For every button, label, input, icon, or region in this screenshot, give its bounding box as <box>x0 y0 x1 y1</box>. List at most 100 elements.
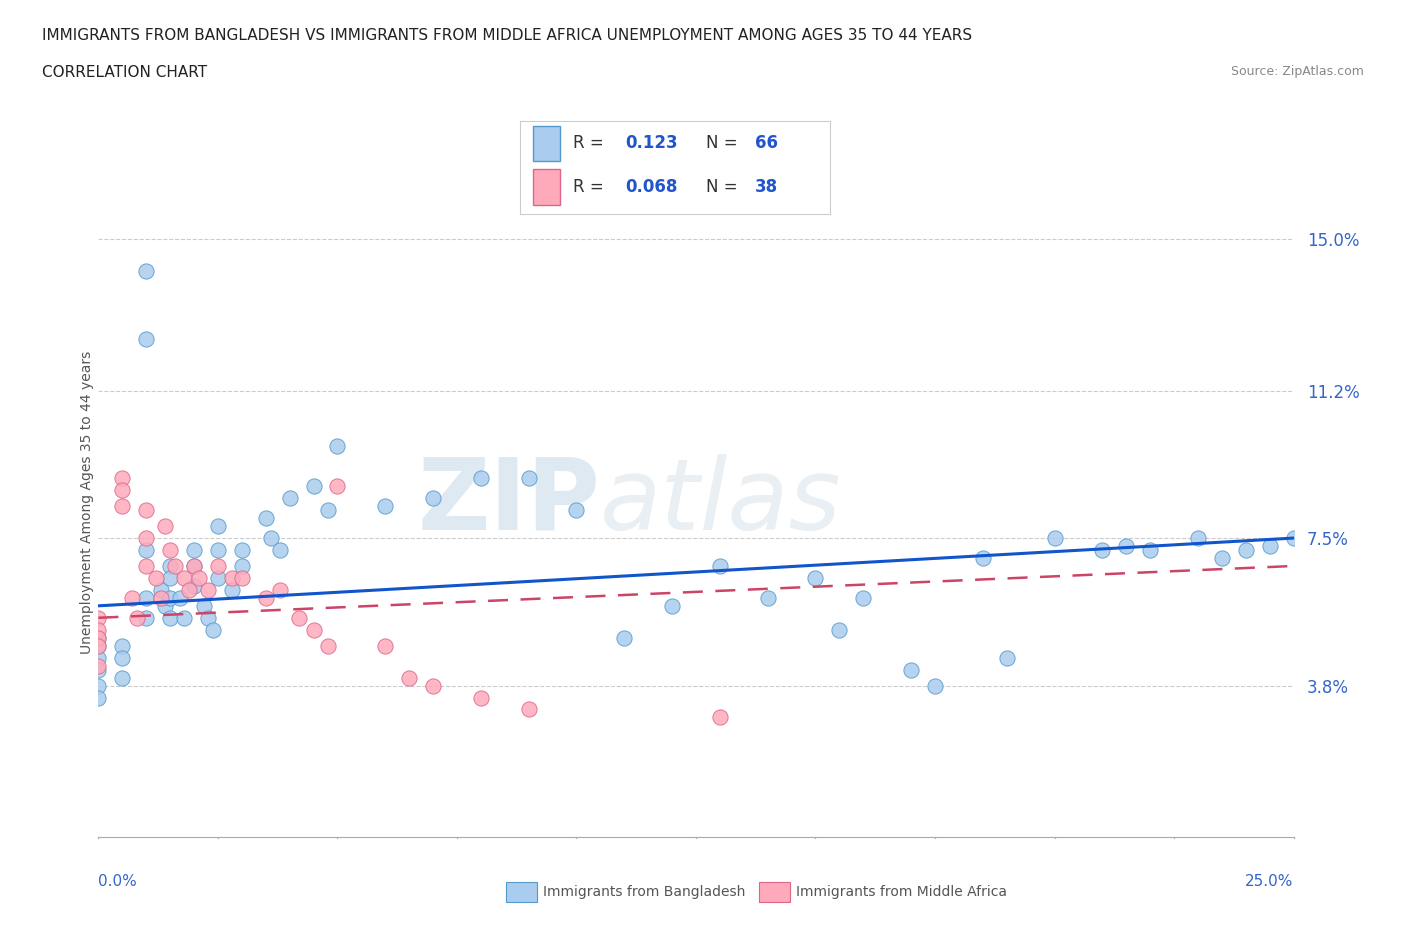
Bar <box>533 169 561 205</box>
Point <box>183 542 205 557</box>
Point <box>207 542 229 557</box>
Point <box>254 511 277 525</box>
Point <box>207 570 229 585</box>
Point <box>852 591 875 605</box>
Point <box>326 439 349 454</box>
Point <box>183 559 205 574</box>
Point <box>231 542 253 557</box>
Point <box>87 638 110 653</box>
Point <box>1115 538 1137 553</box>
Text: atlas: atlas <box>600 454 842 551</box>
Text: Immigrants from Bangladesh: Immigrants from Bangladesh <box>543 884 745 899</box>
Point <box>756 591 779 605</box>
Point <box>470 471 492 485</box>
Point <box>278 491 301 506</box>
Point <box>207 519 229 534</box>
Point <box>661 598 683 613</box>
Text: 66: 66 <box>755 134 779 153</box>
Point <box>155 598 177 613</box>
Point <box>900 662 922 677</box>
Point <box>202 622 225 637</box>
Point <box>804 570 827 585</box>
Text: N =: N = <box>706 178 737 196</box>
Point <box>87 650 110 665</box>
Point <box>111 471 134 485</box>
Point <box>179 582 201 597</box>
Point <box>135 263 157 278</box>
Bar <box>533 126 561 161</box>
Point <box>87 658 110 673</box>
Point <box>183 578 205 593</box>
Text: N =: N = <box>706 134 737 153</box>
Point <box>87 662 110 677</box>
Point <box>613 631 636 645</box>
Point <box>111 671 134 685</box>
Point <box>828 622 851 637</box>
Text: IMMIGRANTS FROM BANGLADESH VS IMMIGRANTS FROM MIDDLE AFRICA UNEMPLOYMENT AMONG A: IMMIGRANTS FROM BANGLADESH VS IMMIGRANTS… <box>42 28 973 43</box>
Point <box>231 570 253 585</box>
Point <box>159 559 181 574</box>
Point <box>374 498 396 513</box>
Point <box>159 542 181 557</box>
Point <box>121 591 143 605</box>
Point <box>163 559 186 574</box>
Point <box>517 471 540 485</box>
Point <box>111 650 134 665</box>
Point <box>422 678 444 693</box>
Point <box>87 631 110 645</box>
Point <box>87 678 110 693</box>
Point <box>316 503 339 518</box>
Point <box>517 702 540 717</box>
Point <box>159 570 181 585</box>
Point <box>135 531 157 546</box>
Point <box>302 622 325 637</box>
Point <box>924 678 946 693</box>
Point <box>254 591 277 605</box>
Point <box>159 591 181 605</box>
Point <box>193 598 215 613</box>
Point <box>197 582 219 597</box>
Point <box>87 622 110 637</box>
Text: Source: ZipAtlas.com: Source: ZipAtlas.com <box>1230 65 1364 78</box>
Y-axis label: Unemployment Among Ages 35 to 44 years: Unemployment Among Ages 35 to 44 years <box>80 351 94 654</box>
Point <box>87 631 110 645</box>
Point <box>173 570 195 585</box>
Point <box>135 610 157 625</box>
Text: Immigrants from Middle Africa: Immigrants from Middle Africa <box>796 884 1007 899</box>
Point <box>221 570 243 585</box>
Point <box>173 610 195 625</box>
Point <box>135 591 157 605</box>
Point <box>111 638 134 653</box>
Point <box>145 570 167 585</box>
Point <box>207 559 229 574</box>
Point <box>316 638 339 653</box>
Point <box>159 610 181 625</box>
Point <box>1139 542 1161 557</box>
Point <box>231 559 253 574</box>
Point <box>87 690 110 705</box>
Text: 38: 38 <box>755 178 779 196</box>
Point <box>187 570 209 585</box>
Point <box>221 582 243 597</box>
Point <box>302 479 325 494</box>
Point <box>470 690 492 705</box>
Point <box>1091 542 1114 557</box>
Point <box>155 519 177 534</box>
Point <box>169 591 191 605</box>
Text: 25.0%: 25.0% <box>1246 874 1294 889</box>
Text: R =: R = <box>572 134 603 153</box>
Point <box>1211 551 1233 565</box>
Point <box>87 610 110 625</box>
Point <box>1258 538 1281 553</box>
Point <box>149 582 172 597</box>
Point <box>269 542 291 557</box>
Text: R =: R = <box>572 178 603 196</box>
Point <box>135 503 157 518</box>
Text: 0.123: 0.123 <box>626 134 678 153</box>
Point <box>259 531 281 546</box>
Point <box>374 638 396 653</box>
Point <box>326 479 349 494</box>
Point <box>972 551 994 565</box>
Point <box>269 582 291 597</box>
Point <box>422 491 444 506</box>
